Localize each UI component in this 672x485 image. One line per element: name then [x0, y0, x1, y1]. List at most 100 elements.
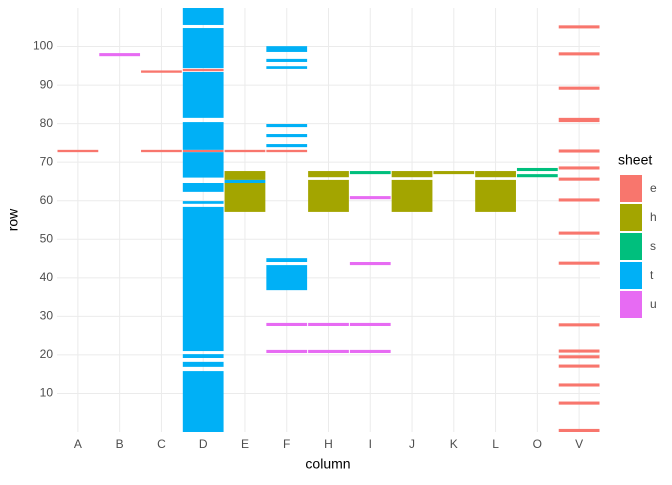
tile [558, 231, 600, 235]
tile [558, 349, 600, 353]
tile [182, 371, 224, 432]
tile [266, 322, 308, 326]
tile [475, 179, 516, 212]
tile [266, 124, 308, 128]
x-tick-label: F [283, 437, 290, 451]
tile [266, 349, 308, 353]
tile [266, 265, 308, 291]
tile [266, 144, 308, 148]
tile [558, 117, 600, 123]
tile [349, 262, 391, 266]
y-tick-label: 30 [40, 309, 54, 323]
y-tick-label: 50 [40, 231, 54, 245]
tile [558, 149, 600, 153]
tile [224, 182, 266, 212]
tile [349, 171, 391, 175]
tile [558, 401, 600, 405]
tile [516, 174, 558, 178]
legend-label: e [650, 181, 657, 195]
x-tick-label: A [74, 437, 82, 451]
tile [99, 53, 141, 57]
y-tick-label: 90 [40, 77, 54, 91]
tile [558, 364, 600, 368]
tile [558, 261, 600, 265]
y-tick-label: 10 [40, 386, 54, 400]
legend-key [620, 175, 642, 202]
tile [266, 66, 308, 69]
tile [558, 166, 600, 170]
tile [308, 179, 349, 212]
tile [308, 322, 349, 326]
tile [182, 122, 224, 150]
tile [516, 167, 558, 172]
tile [224, 149, 266, 153]
x-tick-label: O [533, 437, 542, 451]
tile [391, 179, 433, 212]
tile [182, 206, 224, 352]
x-tick-label: H [324, 437, 333, 451]
tile [182, 71, 224, 118]
x-tick-label: D [199, 437, 208, 451]
tile [266, 149, 308, 153]
tile [558, 86, 600, 90]
x-tick-label: E [241, 437, 249, 451]
tile [182, 28, 224, 69]
tile [433, 171, 475, 175]
tile [266, 258, 308, 263]
tile [57, 149, 99, 153]
tile [558, 355, 600, 359]
tile [182, 361, 224, 367]
tile [266, 134, 308, 138]
legend-label: s [650, 239, 656, 253]
tile [141, 70, 182, 73]
tile [308, 171, 349, 178]
legend-key [620, 233, 642, 260]
y-axis-title: row [5, 208, 21, 231]
legend-key [620, 262, 642, 289]
tile [224, 179, 266, 183]
x-tick-label: V [575, 437, 583, 451]
tile [182, 152, 224, 178]
tile [224, 171, 266, 180]
tile [182, 201, 224, 204]
y-tick-label: 100 [33, 39, 53, 53]
tile [349, 349, 391, 353]
tile [558, 198, 600, 202]
tile [141, 149, 182, 153]
x-tick-label: B [116, 437, 124, 451]
tile [182, 68, 224, 72]
legend-key [620, 291, 642, 318]
y-tick-label: 40 [40, 270, 54, 284]
tile [558, 52, 600, 56]
tile [182, 149, 224, 153]
tile [391, 171, 433, 178]
tile [266, 58, 308, 62]
tile [266, 46, 308, 52]
tile [558, 383, 600, 387]
legend-key [620, 204, 642, 231]
legend-label: h [650, 210, 657, 224]
legend-label: t [650, 268, 654, 282]
legend-label: u [650, 297, 657, 311]
tile [558, 323, 600, 327]
y-tick-label: 60 [40, 193, 54, 207]
x-axis-title: column [305, 456, 350, 472]
legend-title: sheet [618, 152, 652, 168]
x-tick-label: L [492, 437, 499, 451]
x-tick-label: J [409, 437, 415, 451]
y-tick-label: 20 [40, 347, 54, 361]
tile [475, 171, 516, 178]
x-tick-label: C [157, 437, 166, 451]
tile [558, 25, 600, 29]
tile [308, 349, 349, 353]
y-tick-label: 80 [40, 116, 54, 130]
tile [182, 354, 224, 358]
tile [182, 182, 224, 192]
tile [349, 322, 391, 326]
tile [558, 428, 600, 432]
tile [182, 8, 224, 25]
tile [558, 177, 600, 181]
x-tick-label: K [450, 437, 458, 451]
tile [349, 196, 391, 200]
